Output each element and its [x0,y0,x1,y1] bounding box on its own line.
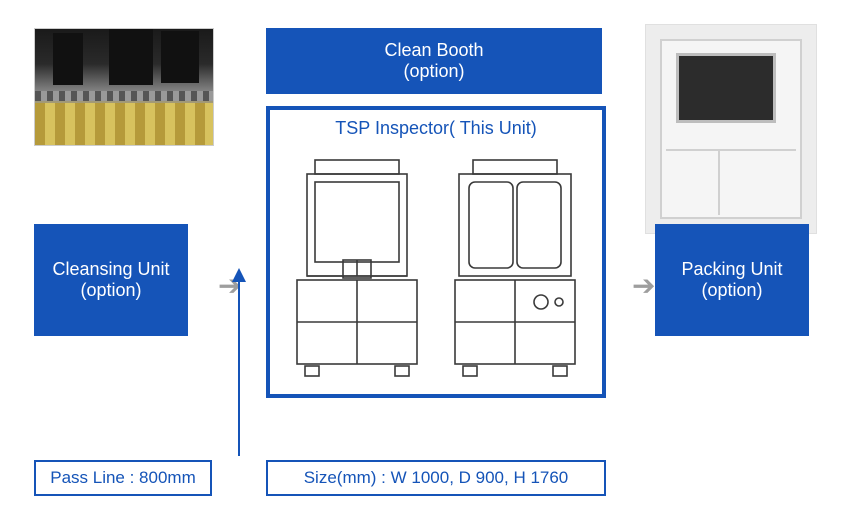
photo-cleansing-equipment [34,28,214,146]
pass-line-caption: Pass Line : 800mm [34,460,212,496]
tsp-title: TSP Inspector( This Unit) [270,118,602,139]
clean-booth-subtitle: (option) [403,61,464,82]
pass-line-arrow [238,280,240,456]
cleansing-unit-box: Cleansing Unit (option) [34,224,188,336]
packing-unit-title: Packing Unit [681,259,782,280]
diagram-root: { "colors": { "brand_blue": "#1554b8", "… [0,0,845,524]
tsp-drawings [270,148,602,386]
photo-packing-equipment [645,24,817,234]
packing-unit-subtitle: (option) [701,280,762,301]
size-caption: Size(mm) : W 1000, D 900, H 1760 [266,460,606,496]
tsp-inspector-box: TSP Inspector( This Unit) [266,106,606,398]
cleansing-unit-subtitle: (option) [80,280,141,301]
tsp-drawing-front [287,152,427,382]
clean-booth-box: Clean Booth (option) [266,28,602,94]
packing-unit-box: Packing Unit (option) [655,224,809,336]
cleansing-unit-title: Cleansing Unit [52,259,169,280]
arrow-right-icon: ➔ [632,272,655,300]
tsp-drawing-side [445,152,585,382]
clean-booth-title: Clean Booth [384,40,483,61]
